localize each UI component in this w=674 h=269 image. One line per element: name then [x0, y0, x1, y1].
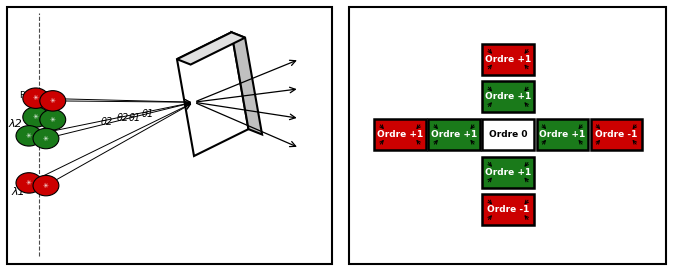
- Bar: [483, 157, 534, 188]
- Text: ✳: ✳: [43, 183, 49, 189]
- Text: λ1: λ1: [12, 187, 26, 197]
- Text: ✳: ✳: [33, 114, 38, 120]
- Bar: [483, 194, 534, 225]
- Text: Ordre +1: Ordre +1: [485, 92, 531, 101]
- Bar: [374, 119, 426, 150]
- Text: Ordre 0: Ordre 0: [489, 130, 528, 139]
- Polygon shape: [177, 32, 249, 156]
- Text: Ordre +1: Ordre +1: [377, 130, 423, 139]
- Text: ✳: ✳: [26, 133, 32, 139]
- Circle shape: [33, 128, 59, 149]
- Text: Ordre +1: Ordre +1: [431, 130, 477, 139]
- Bar: [537, 119, 588, 150]
- Circle shape: [33, 175, 59, 196]
- Bar: [429, 119, 480, 150]
- Text: Ordre +1: Ordre +1: [485, 168, 531, 177]
- Text: ✳: ✳: [50, 117, 56, 123]
- Text: R1: R1: [20, 91, 32, 100]
- Circle shape: [16, 173, 42, 193]
- Text: θ1: θ1: [142, 109, 154, 119]
- Text: θ2: θ2: [117, 113, 129, 123]
- Text: Ordre +1: Ordre +1: [485, 55, 531, 64]
- Circle shape: [23, 88, 49, 108]
- Text: θ1: θ1: [128, 113, 141, 123]
- Text: θ2: θ2: [101, 117, 113, 128]
- Circle shape: [23, 107, 49, 127]
- Bar: [483, 119, 534, 150]
- Text: Ordre -1: Ordre -1: [595, 130, 638, 139]
- Text: Ordre +1: Ordre +1: [539, 130, 586, 139]
- Text: ✳: ✳: [50, 98, 56, 104]
- Circle shape: [40, 109, 65, 130]
- Text: ✳: ✳: [26, 180, 32, 186]
- Text: λ2: λ2: [9, 119, 22, 129]
- Text: Ordre -1: Ordre -1: [487, 205, 529, 214]
- Text: ✳: ✳: [43, 136, 49, 141]
- Circle shape: [40, 91, 65, 111]
- Text: R2: R2: [38, 91, 50, 100]
- Polygon shape: [231, 32, 262, 134]
- Polygon shape: [177, 32, 245, 65]
- Bar: [483, 81, 534, 112]
- Bar: [483, 44, 534, 75]
- Text: ✳: ✳: [33, 95, 38, 101]
- Circle shape: [16, 126, 42, 146]
- Bar: [590, 119, 642, 150]
